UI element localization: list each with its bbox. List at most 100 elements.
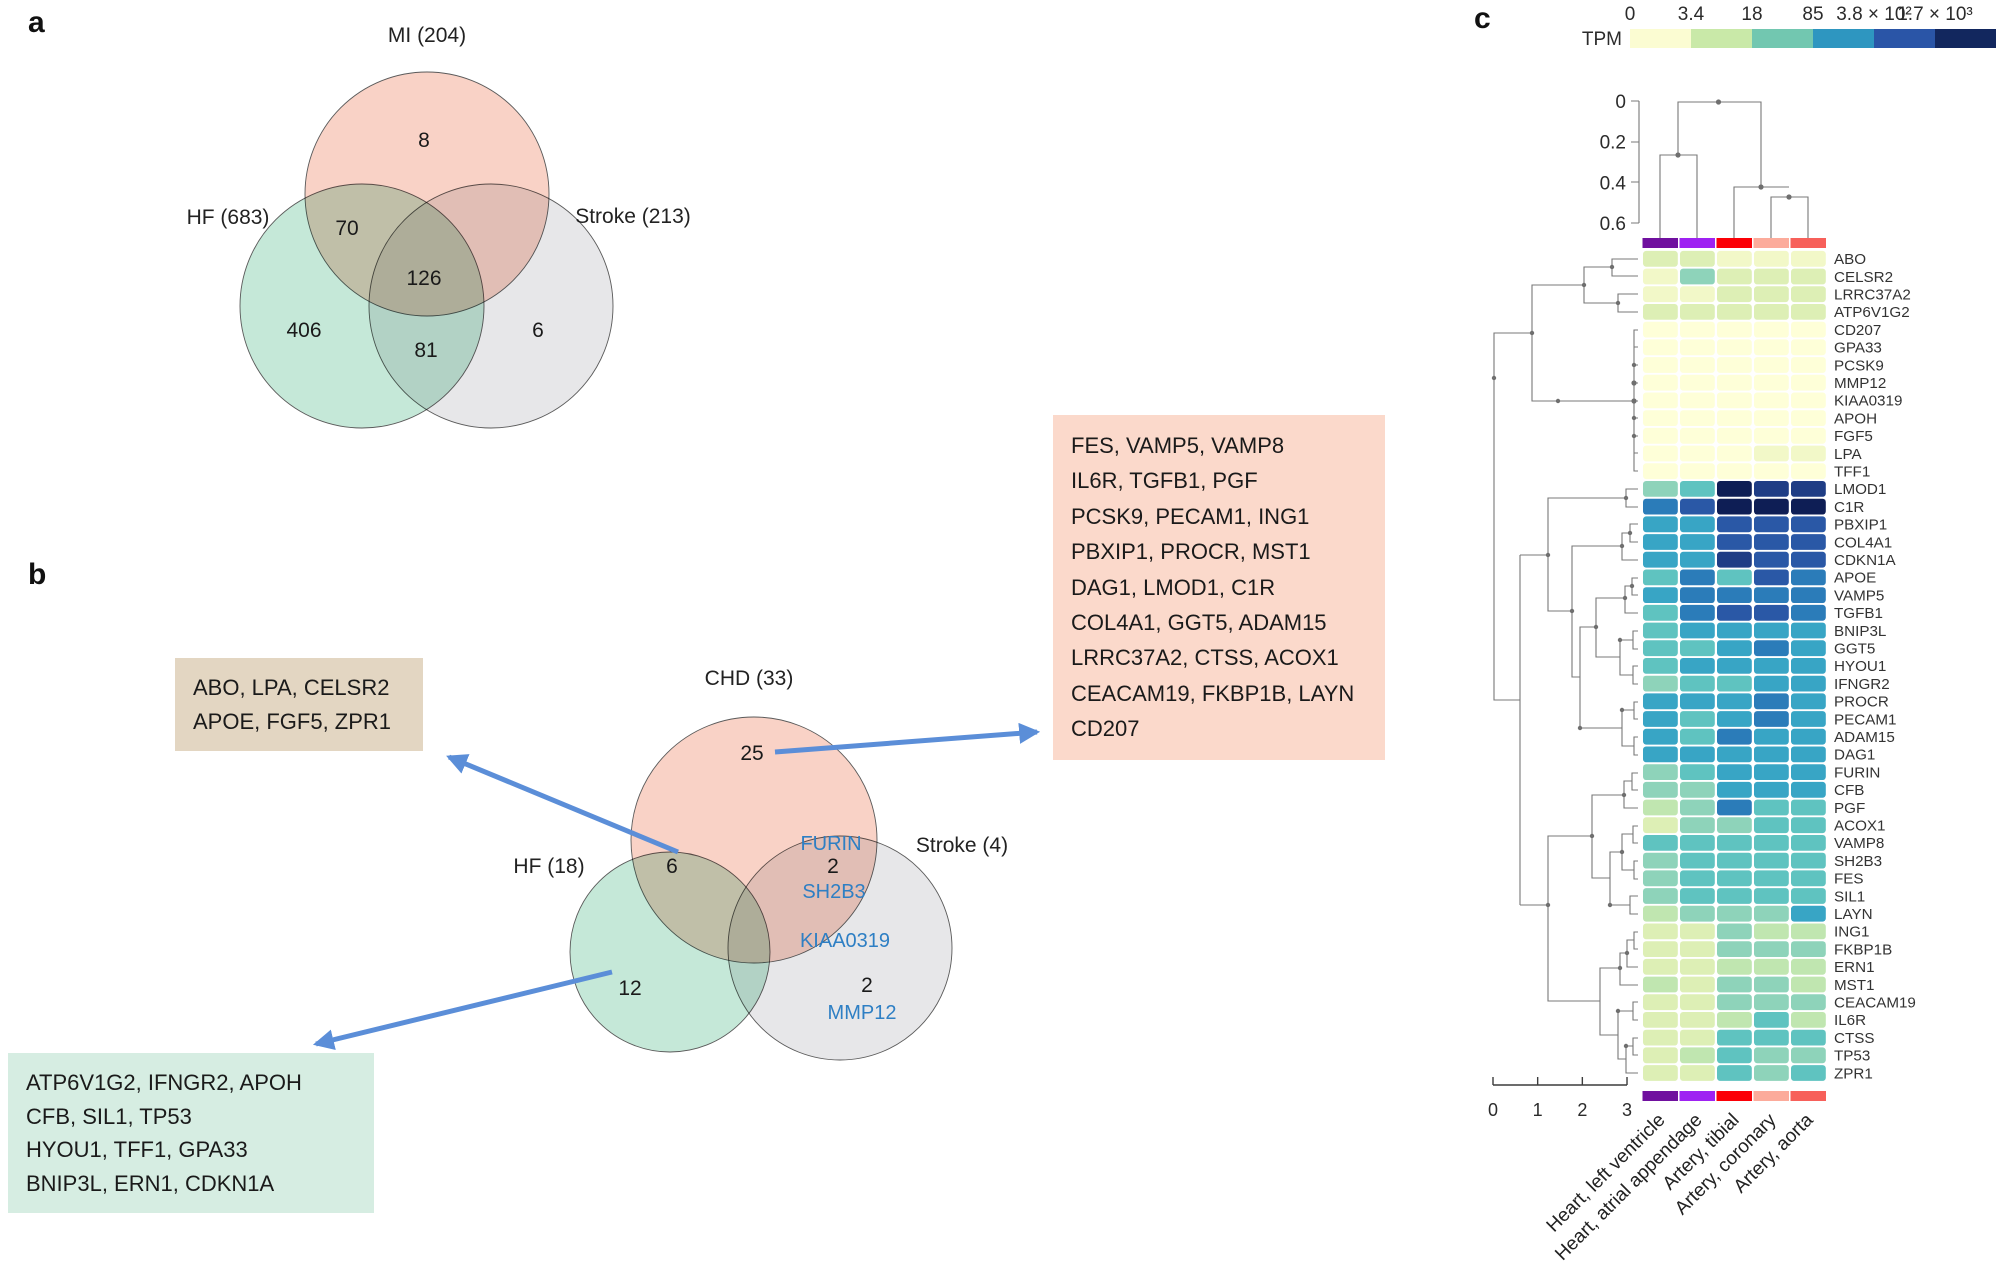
- col-dendrogram-axis-label: 0.6: [1600, 214, 1626, 235]
- heatmap-cell: [1643, 498, 1678, 515]
- heatmap-cell: [1717, 852, 1752, 869]
- heatmap-cell: [1680, 888, 1715, 904]
- heatmap-cell: [1717, 693, 1752, 710]
- heatmap-cell: [1717, 658, 1752, 674]
- column-annotation-strip-bottom: [1642, 1091, 1826, 1101]
- heatmap-cell: [1791, 551, 1826, 568]
- heatmap-cell: [1791, 958, 1826, 975]
- legend-swatch: [1752, 29, 1813, 48]
- gene-label: LAYN: [1834, 906, 1873, 923]
- heatmap-cell: [1754, 516, 1789, 533]
- heatmap-cell: [1791, 286, 1826, 303]
- column-strip-cell: [1642, 238, 1678, 248]
- heatmap-cell: [1717, 286, 1752, 303]
- heatmap-cell: [1643, 658, 1678, 674]
- venn-b-text: CHD (33) HF (18) Stroke (4) 25 6 2 12 2 …: [513, 667, 1008, 1024]
- heatmap-cell: [1754, 427, 1789, 444]
- heatmap-cell: [1754, 693, 1789, 710]
- venn-a-count-center: 126: [406, 267, 441, 290]
- heatmap-cell: [1791, 799, 1826, 816]
- gene-label: CDKN1A: [1834, 552, 1896, 569]
- heatmap-cell: [1717, 888, 1752, 904]
- heatmap-cell: [1791, 498, 1826, 515]
- heatmap-cell: [1680, 622, 1715, 639]
- heatmap-cell: [1680, 1029, 1715, 1046]
- heatmap-cell: [1791, 604, 1826, 621]
- row-dendrogram-axis-label: 3: [1622, 1100, 1632, 1120]
- heatmap-cell: [1680, 250, 1715, 267]
- heatmap-cell: [1680, 357, 1715, 373]
- heatmap-cell: [1680, 286, 1715, 303]
- gene-label: TP53: [1834, 1048, 1870, 1065]
- column-strip-cell: [1716, 238, 1752, 248]
- heatmap-cell: [1643, 445, 1678, 462]
- heatmap-cell: [1643, 357, 1678, 373]
- gene-label: ERN1: [1834, 959, 1875, 976]
- heatmap-cell: [1717, 321, 1752, 338]
- venn-a-count-hf-only: 406: [286, 319, 321, 342]
- heatmap-cell: [1643, 339, 1678, 356]
- heatmap-cell: [1754, 321, 1789, 338]
- heatmap-cell: [1717, 374, 1752, 391]
- heatmap-cell: [1717, 587, 1752, 603]
- heatmap-cell: [1791, 675, 1826, 692]
- heatmap-cell: [1791, 463, 1826, 480]
- heatmap-cell: [1791, 569, 1826, 586]
- callout-line: PBXIP1, PROCR, MST1: [1071, 539, 1311, 565]
- heatmap-cell: [1754, 852, 1789, 869]
- heatmap-cell: [1717, 941, 1752, 957]
- heatmap-cell: [1791, 852, 1826, 869]
- heatmap-cell: [1791, 941, 1826, 957]
- heatmap-cell: [1791, 321, 1826, 338]
- venn-diagram-b: [569, 716, 953, 1061]
- callout-line: PCSK9, PECAM1, ING1: [1071, 503, 1310, 529]
- venn-a-text: MI (204) HF (683) Stroke (213) 8 70 126 …: [187, 24, 691, 362]
- heatmap-cell: [1791, 976, 1826, 993]
- gene-label: MST1: [1834, 977, 1875, 994]
- heatmap-cell: [1791, 374, 1826, 391]
- heatmap-cell: [1680, 1065, 1715, 1081]
- heatmap-cell: [1680, 321, 1715, 338]
- heatmap-cell: [1680, 339, 1715, 356]
- callout-line: ABO, LPA, CELSR2: [193, 675, 390, 700]
- legend-tick-label: 85: [1802, 4, 1823, 25]
- heatmap-cell: [1717, 728, 1752, 745]
- gene-label: IFNGR2: [1834, 676, 1890, 693]
- gene-label: BNIP3L: [1834, 623, 1886, 640]
- heatmap-cell: [1717, 781, 1752, 798]
- heatmap-cell: [1754, 268, 1789, 285]
- heatmap-cell: [1791, 427, 1826, 444]
- gene-label: LMOD1: [1834, 481, 1886, 498]
- heatmap-cell: [1643, 286, 1678, 303]
- legend-title: TPM: [1582, 29, 1622, 50]
- legend-tick-label: 3.8 × 10²: [1836, 4, 1912, 25]
- venn-b-stroke-label: Stroke (4): [916, 834, 1008, 857]
- gene-label: FURIN: [1834, 764, 1880, 781]
- heatmap-cell: [1680, 958, 1715, 975]
- heatmap-cell: [1717, 958, 1752, 975]
- heatmap-cell: [1643, 799, 1678, 816]
- heatmap-cell: [1643, 569, 1678, 586]
- heatmap-cell: [1791, 817, 1826, 834]
- gene-label: ABO: [1834, 251, 1866, 268]
- gene-label: PCSK9: [1834, 357, 1884, 374]
- column-strip-cell: [1716, 1091, 1752, 1101]
- heatmap-cell: [1680, 817, 1715, 834]
- heatmap-cell: [1717, 268, 1752, 285]
- heatmap-cell: [1754, 604, 1789, 621]
- callout-line: FES, VAMP5, VAMP8: [1071, 433, 1285, 458]
- heatmap-cell: [1754, 587, 1789, 603]
- legend-swatch: [1813, 29, 1874, 48]
- heatmap-cell: [1754, 941, 1789, 957]
- heatmap-cell: [1643, 728, 1678, 745]
- heatmap-cell: [1680, 764, 1715, 780]
- gene-label: PGF: [1834, 800, 1865, 817]
- callout-line: HYOU1, TFF1, GPA33: [26, 1137, 248, 1162]
- arrow-to-tan-box: [446, 754, 679, 855]
- legend-tick-label: 3.4: [1678, 4, 1705, 25]
- gene-label: PBXIP1: [1834, 517, 1887, 534]
- venn-b-hf-label: HF (18): [513, 855, 584, 878]
- heatmap-cell: [1791, 728, 1826, 745]
